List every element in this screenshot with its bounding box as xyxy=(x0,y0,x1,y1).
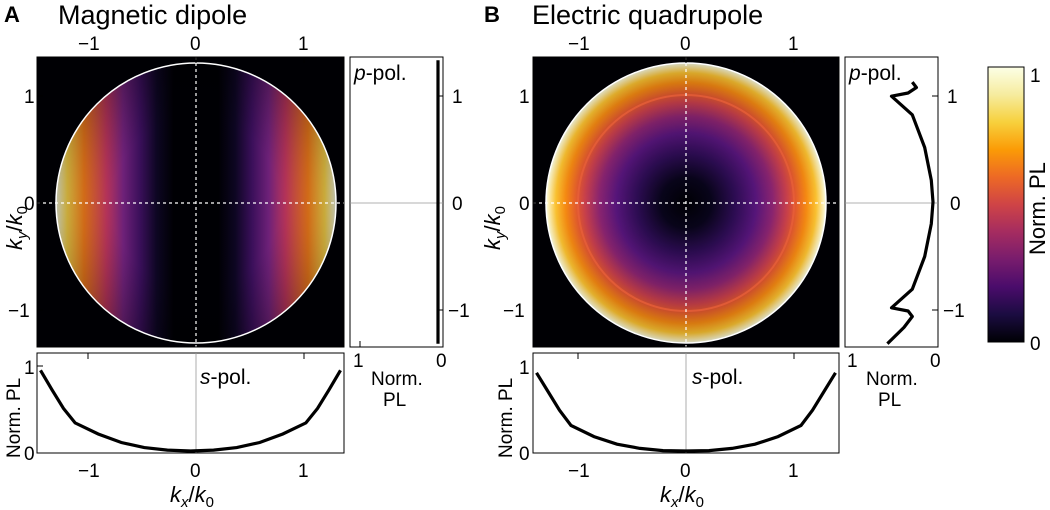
p-pl-label-a: PL xyxy=(383,390,406,411)
tick-top-a-1: 1 xyxy=(298,34,309,55)
tick-left-b-0: 0 xyxy=(519,194,530,215)
heatmap-b-left-ticks: 1 0 −1 xyxy=(503,87,539,322)
tick-right-a-neg1: −1 xyxy=(448,301,470,322)
s-pol-label-a: s-pol. xyxy=(200,366,251,389)
tick-bottom-a-0: 0 xyxy=(190,461,201,482)
s-pol-cut-b: s-pol. 1 0 Norm. PL −1 0 1 xyxy=(496,352,840,482)
p-pol-cut-b: p-pol. 1 0 −1 1 0 Norm. PL xyxy=(844,56,965,411)
tick-right-b-neg1: −1 xyxy=(943,301,965,322)
tick-left-a-0: 0 xyxy=(24,194,35,215)
heatmap-a xyxy=(36,56,345,348)
s-pol-curve-b xyxy=(535,371,837,453)
p-pol-label-b: p-pol. xyxy=(848,62,902,85)
tick-right-a-1: 1 xyxy=(452,87,463,108)
tick-right-b-1: 1 xyxy=(947,87,958,108)
tick-bottom-a-1: 1 xyxy=(298,461,309,482)
p-pol-cut-a: p-pol. 1 0 −1 1 0 Norm. PL xyxy=(349,56,470,411)
heatmap-a-left-ticks: 1 0 −1 xyxy=(8,87,43,322)
tick-bottom-b-1: 1 xyxy=(788,461,799,482)
tick-left-b-neg1: −1 xyxy=(503,301,525,322)
ylabel-b: ky/k0 xyxy=(480,206,509,250)
heatmap-b-top-ticks: −1 0 1 xyxy=(568,34,799,63)
tick-bottom-b-neg1: −1 xyxy=(568,461,590,482)
colorbar: 1 0 Norm. PL xyxy=(987,66,1050,355)
tick-top-b-1: 1 xyxy=(788,34,799,55)
tick-bottom-p-a-0: 0 xyxy=(436,351,447,372)
tick-sleft-a-1: 1 xyxy=(24,358,35,379)
tick-top-a-0: 0 xyxy=(190,34,201,55)
tick-top-b-0: 0 xyxy=(680,34,691,55)
tick-bottom-p-a-1: 1 xyxy=(353,351,364,372)
tick-left-a-neg1: −1 xyxy=(8,301,30,322)
tick-top-b-neg1: −1 xyxy=(568,34,590,55)
panel-a-letter: A xyxy=(4,2,20,27)
xlabel-a: kx/k0 xyxy=(170,482,214,510)
s-pol-label-b: s-pol. xyxy=(692,366,743,389)
p-pol-label-a: p-pol. xyxy=(353,62,407,85)
tick-bottom-p-b-1: 1 xyxy=(847,351,858,372)
colorbar-max-label: 1 xyxy=(1030,66,1041,87)
heatmap-a-top-ticks: −1 0 1 xyxy=(78,34,309,63)
s-pol-curve-a xyxy=(39,369,342,453)
p-pl-label-b: PL xyxy=(878,390,901,411)
panel-a: A Magnetic dipole −1 0 1 1 0 xyxy=(2,0,470,510)
ylabel-a: ky/k0 xyxy=(2,206,31,250)
tick-left-b-1: 1 xyxy=(519,87,530,108)
xlabel-b: kx/k0 xyxy=(660,482,704,510)
p-norm-label-a: Norm. xyxy=(371,369,423,390)
tick-right-a-0: 0 xyxy=(452,194,463,215)
s-pol-cut-a: s-pol. 1 0 Norm. PL −1 0 1 xyxy=(4,352,345,482)
colorbar-min-label: 0 xyxy=(1030,334,1041,355)
panel-b-letter: B xyxy=(484,2,500,27)
colorbar-title: Norm. PL xyxy=(1025,162,1050,255)
tick-bottom-b-0: 0 xyxy=(680,461,691,482)
tick-sleft-b-1: 1 xyxy=(519,358,530,379)
tick-bottom-p-b-0: 0 xyxy=(930,351,941,372)
p-norm-label-b: Norm. xyxy=(866,369,918,390)
tick-sleft-a-0: 0 xyxy=(24,444,35,465)
tick-bottom-a-neg1: −1 xyxy=(78,461,100,482)
s-ylabel-a: Norm. PL xyxy=(4,378,25,458)
panel-b: B Electric quadrupole −1 0 1 1 0 −1 xyxy=(480,0,965,510)
tick-left-a-1: 1 xyxy=(24,87,35,108)
tick-right-b-0: 0 xyxy=(950,194,961,215)
tick-top-a-neg1: −1 xyxy=(78,34,100,55)
panel-b-title: Electric quadrupole xyxy=(532,0,763,30)
s-ylabel-b: Norm. PL xyxy=(496,378,517,458)
heatmap-b xyxy=(532,56,840,348)
panel-a-title: Magnetic dipole xyxy=(58,0,247,30)
tick-sleft-b-0: 0 xyxy=(519,444,530,465)
p-pol-curve-b xyxy=(886,81,935,345)
